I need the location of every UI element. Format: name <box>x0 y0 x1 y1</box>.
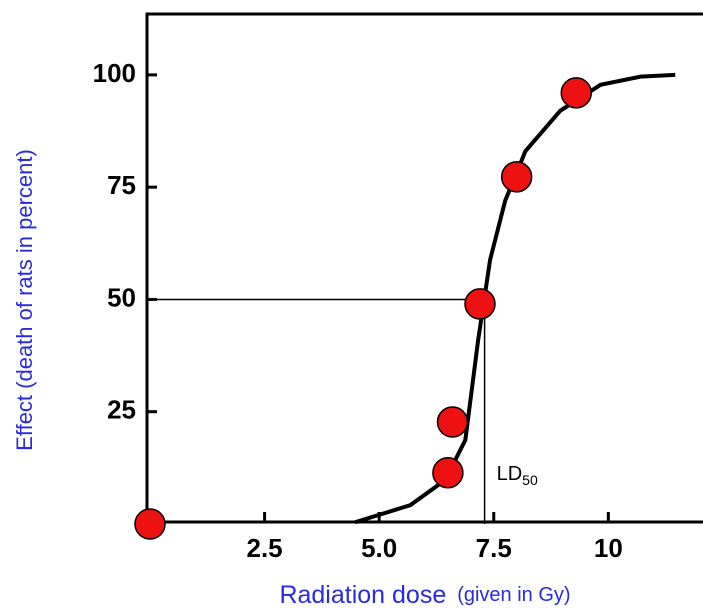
y-tick-label: 100 <box>93 58 136 88</box>
x-tick-label: 10 <box>594 533 623 563</box>
curve <box>354 72 676 525</box>
data-point <box>500 161 533 193</box>
y-axis-title: Effect (death of rats in percent) <box>12 149 37 451</box>
x-tick-label: 7.5 <box>476 533 512 563</box>
reference-label: LD50 <box>497 463 538 487</box>
data-point <box>432 457 464 489</box>
plot-frame <box>145 12 703 524</box>
data-point <box>436 406 469 438</box>
y-tick-label: 75 <box>107 170 136 200</box>
data-point <box>464 288 496 320</box>
y-tick-label: 25 <box>107 395 136 425</box>
reference-label-sub: 50 <box>522 472 538 488</box>
x-axis-title-main: Radiation dose <box>279 581 446 609</box>
x-axis-title-note: (given in Gy) <box>457 584 570 606</box>
x-tick-label: 5.0 <box>361 533 397 563</box>
x-tick-label: 2.5 <box>247 533 283 563</box>
x-axis-title: Radiation dose (given in Gy) <box>279 581 570 609</box>
data-point <box>560 77 592 109</box>
data-point <box>134 508 166 540</box>
reference-line <box>150 298 486 524</box>
y-tick-label: 50 <box>107 282 136 312</box>
reference-label-main: LD <box>497 463 523 485</box>
